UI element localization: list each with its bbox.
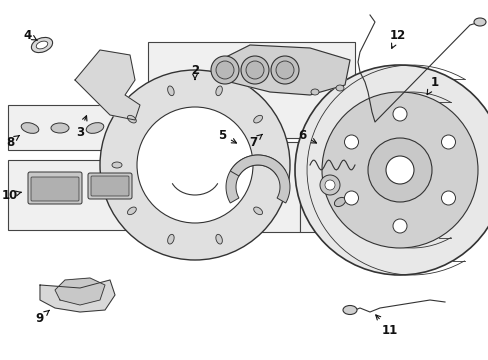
Ellipse shape xyxy=(342,306,356,315)
Polygon shape xyxy=(55,278,105,305)
Polygon shape xyxy=(225,155,285,203)
Circle shape xyxy=(137,107,252,223)
Text: 9: 9 xyxy=(36,310,49,324)
Ellipse shape xyxy=(215,234,222,244)
Bar xyxy=(148,42,354,138)
Text: 2: 2 xyxy=(190,63,199,80)
Circle shape xyxy=(245,61,264,79)
Ellipse shape xyxy=(21,123,39,133)
Ellipse shape xyxy=(473,18,485,26)
Circle shape xyxy=(210,56,239,84)
Circle shape xyxy=(319,175,339,195)
Ellipse shape xyxy=(253,115,262,123)
Text: 8: 8 xyxy=(6,135,20,149)
Text: 4: 4 xyxy=(24,28,37,41)
Ellipse shape xyxy=(86,123,103,133)
Polygon shape xyxy=(220,45,349,95)
Circle shape xyxy=(241,56,268,84)
Ellipse shape xyxy=(31,37,53,53)
Text: 1: 1 xyxy=(426,76,438,95)
FancyBboxPatch shape xyxy=(91,176,129,196)
Ellipse shape xyxy=(267,162,278,168)
Ellipse shape xyxy=(334,197,345,207)
Bar xyxy=(215,142,299,232)
Polygon shape xyxy=(230,155,289,203)
Circle shape xyxy=(100,70,289,260)
Circle shape xyxy=(392,107,406,121)
Circle shape xyxy=(441,135,454,149)
Circle shape xyxy=(392,219,406,233)
Ellipse shape xyxy=(335,85,343,91)
FancyBboxPatch shape xyxy=(31,177,79,201)
Ellipse shape xyxy=(51,123,69,133)
Text: 12: 12 xyxy=(389,28,406,48)
Text: 11: 11 xyxy=(375,315,397,337)
Circle shape xyxy=(270,56,298,84)
Circle shape xyxy=(275,61,293,79)
Ellipse shape xyxy=(112,162,122,168)
Circle shape xyxy=(294,65,488,275)
Circle shape xyxy=(344,191,358,205)
Circle shape xyxy=(216,61,234,79)
Ellipse shape xyxy=(310,89,318,95)
Circle shape xyxy=(344,135,358,149)
Ellipse shape xyxy=(127,207,136,215)
Circle shape xyxy=(321,92,477,248)
Circle shape xyxy=(441,191,454,205)
Ellipse shape xyxy=(167,234,174,244)
Circle shape xyxy=(325,180,334,190)
Circle shape xyxy=(385,156,413,184)
Ellipse shape xyxy=(127,115,136,123)
Circle shape xyxy=(367,138,431,202)
Text: 7: 7 xyxy=(248,134,262,149)
Text: 6: 6 xyxy=(297,129,316,143)
Bar xyxy=(8,160,148,230)
FancyBboxPatch shape xyxy=(88,173,132,199)
Text: 10: 10 xyxy=(2,189,21,202)
FancyBboxPatch shape xyxy=(28,172,82,204)
Polygon shape xyxy=(75,50,140,120)
Ellipse shape xyxy=(167,86,174,96)
Text: 5: 5 xyxy=(218,129,236,143)
Ellipse shape xyxy=(253,207,262,215)
Ellipse shape xyxy=(36,41,48,49)
Polygon shape xyxy=(40,280,115,312)
Ellipse shape xyxy=(215,86,222,96)
Bar xyxy=(299,142,377,232)
Text: 3: 3 xyxy=(76,116,87,139)
Bar xyxy=(8,105,148,150)
